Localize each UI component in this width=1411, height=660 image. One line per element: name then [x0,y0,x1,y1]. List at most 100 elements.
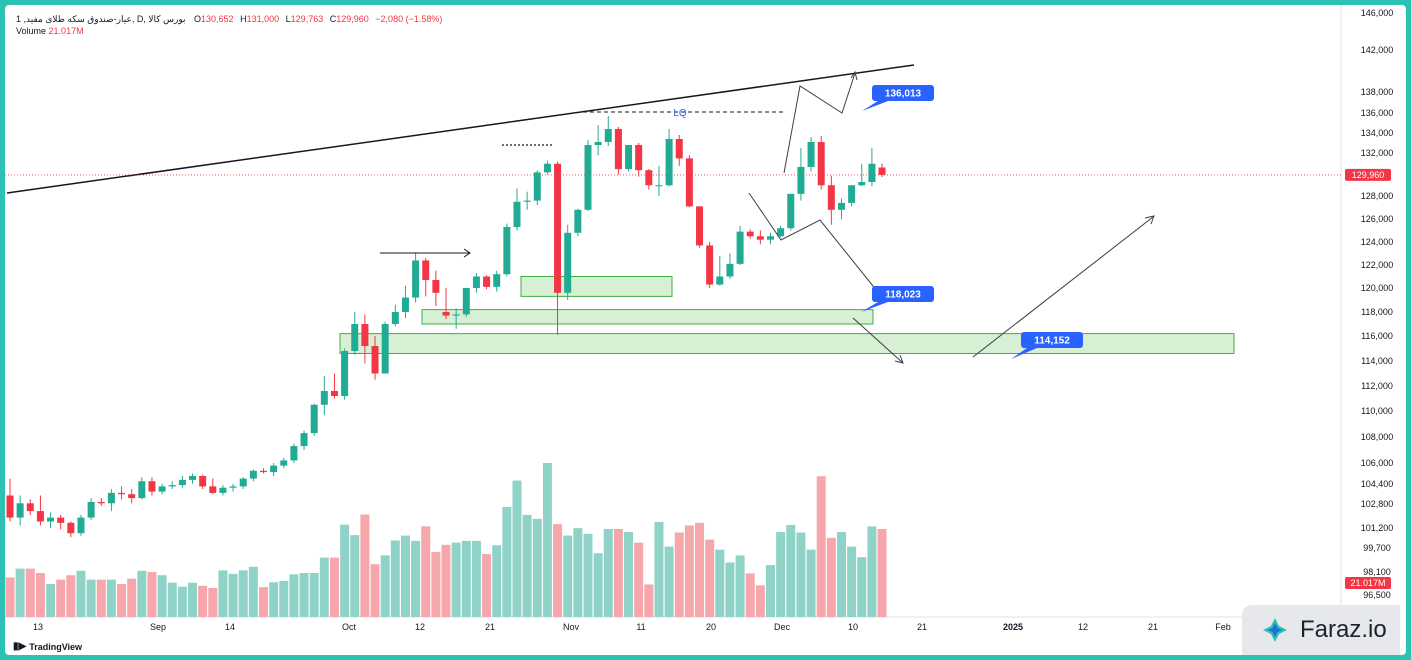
volume-bar [5,577,15,617]
price-callout-pointer [861,302,888,312]
volume-bar [269,582,279,617]
volume-bar [441,544,451,617]
volume-bar [867,526,877,617]
price-callout-pointer [862,101,888,111]
price-tick-label: 132,000 [1361,148,1394,158]
time-tick-label: 20 [706,622,716,632]
candle-body [452,314,460,316]
price-callout-label: 118,023 [885,290,921,301]
time-tick-label: 12 [415,622,425,632]
price-tick-label: 134,000 [1361,128,1394,138]
volume-bar [177,586,187,617]
tradingview-logo[interactable]: ▮▶ TradingView [13,641,82,652]
time-tick-label: 10 [848,622,858,632]
volume-bar [593,553,603,617]
change-value: −2,080 (−1.58%) [375,14,443,24]
faraz-watermark: Faraz.io [1242,605,1400,655]
volume-bar [796,532,806,617]
tradingview-icon: ▮▶ [13,641,27,652]
last-volume-tag [1345,577,1391,589]
volume-bar [370,564,380,617]
high-label: H [240,14,247,24]
price-callout-label: 136,013 [885,89,922,100]
volume-bar [329,557,339,617]
candle-body [543,163,551,173]
price-tick-label: 116,000 [1361,331,1393,341]
low-label: L [285,14,291,24]
candle-body [523,200,531,202]
time-tick-label: Oct [342,622,357,632]
candle-body [858,182,866,186]
candle-body [219,487,227,493]
candle-body [16,503,24,518]
candle-body [290,446,298,461]
projection-up-path [783,72,856,174]
price-tick-label: 146,000 [1361,8,1394,18]
time-tick-label: Nov [563,622,580,632]
price-tick-label: 138,000 [1361,87,1394,97]
volume-bar [522,514,532,617]
candle-body [6,495,14,518]
last-volume-tag-label: 21.017M [1350,578,1385,588]
volume-bar [259,587,268,617]
legend-price-row: 1 ,عیار-صندوق سکه طلای مفید, D, بورس کال… [16,13,446,25]
candle-body [483,276,491,287]
close-value: 129,960 [336,14,369,24]
price-tick-label: 114,000 [1361,356,1393,366]
price-tick-label: 102,800 [1361,499,1394,509]
candle-body [655,185,663,187]
candle-body [47,517,55,522]
volume-bar [644,584,654,617]
volume-bar [411,540,421,617]
candle-body [533,172,541,201]
candle-body [229,486,237,488]
candle-body [797,166,805,194]
candle-body [442,312,450,316]
candle-body [817,142,825,186]
candle-body [158,486,166,492]
volume-bar [56,579,66,617]
time-tick-label: 21 [485,622,495,632]
volume-bar [613,529,623,617]
candle-body [412,260,420,298]
volume-bar [847,546,857,617]
candle-body [807,142,815,167]
price-tick-label: 104,400 [1361,479,1394,489]
candle-body [330,391,338,396]
time-tick-label: 12 [1078,622,1088,632]
price-tick-label: 118,000 [1361,307,1393,317]
volume-bar [654,521,664,617]
candle-body [726,263,734,277]
candle-body [280,460,288,466]
tradingview-text: TradingView [29,641,83,652]
projection-up-arrowhead [850,70,858,81]
legend-volume-row: Volume 21.017M [16,25,446,37]
price-chart[interactable]: 146,000 142,000 138,000 136,000 134,000 132,0… [5,5,1406,655]
liquidity-label: LQ [673,108,687,119]
candle-body [513,201,521,228]
volume-bar [482,554,492,617]
demand-zone-lower [339,333,1235,355]
candle-body [645,170,653,186]
price-tick-label: 122,000 [1361,260,1394,270]
price-tick-label: 108,000 [1361,432,1394,442]
volume-value: 21.017M [48,26,84,36]
volume-bar [137,570,147,617]
volume-bar [451,542,461,617]
volume-bar [421,526,431,617]
volume-bar [461,540,471,617]
volume-bar [553,524,563,617]
candle-body [777,228,785,237]
price-tick-label: 106,000 [1361,458,1394,468]
candle-body [371,346,379,374]
candle-body [300,433,308,447]
candle-body [878,167,886,175]
volume-bar [106,579,116,617]
candle-body [320,391,328,405]
volume-bar [188,582,198,617]
volume-bar [725,562,735,617]
candle-body [199,476,207,487]
candle-body [310,404,318,434]
symbol-name: 1 ,عیار-صندوق سکه طلای مفید, D, بورس کال… [16,14,186,24]
last-price-tag-label: 129,960 [1352,170,1385,180]
